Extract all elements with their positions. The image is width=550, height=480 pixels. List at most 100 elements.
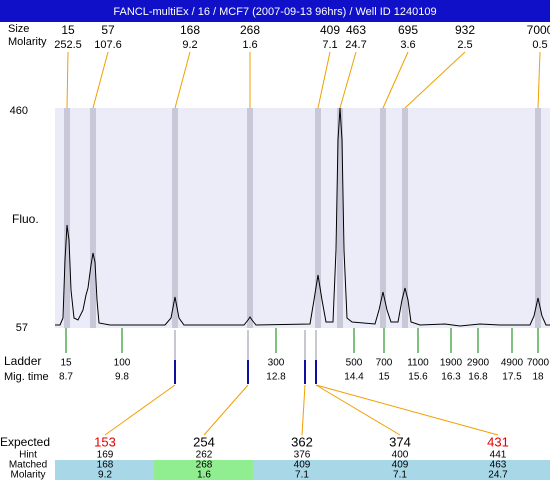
ladder-label: Mig. time xyxy=(4,371,49,383)
peak-band xyxy=(64,108,70,328)
expected-connector xyxy=(203,384,249,436)
expected: 362 xyxy=(291,434,313,449)
title-bar xyxy=(0,0,550,22)
matched-bg xyxy=(352,460,451,480)
ladder-size: 1900 xyxy=(440,358,463,369)
peak-molarity: 24.7 xyxy=(345,39,366,51)
peak-band xyxy=(380,108,386,328)
ladder-size: 500 xyxy=(346,358,363,369)
ladder-time: 16.8 xyxy=(468,372,488,383)
peak-size: 695 xyxy=(398,23,418,37)
peak-band xyxy=(172,108,178,328)
peak-connector xyxy=(382,51,409,109)
ladder-size: 7000 xyxy=(527,358,550,369)
matched: 409 xyxy=(392,460,409,471)
peak-size: 168 xyxy=(180,23,200,37)
ladder-time: 15.6 xyxy=(408,372,428,383)
peak-band xyxy=(315,108,321,328)
expected: 374 xyxy=(389,434,411,449)
y-min-label: 57 xyxy=(16,322,28,334)
molarity: 9.2 xyxy=(98,470,112,480)
peak-connector xyxy=(174,51,191,109)
peak-band xyxy=(337,108,343,328)
matched: 409 xyxy=(294,460,311,471)
matched-bg xyxy=(451,460,550,480)
ladder-label: Ladder xyxy=(4,354,41,368)
ladder-size: 100 xyxy=(114,358,131,369)
peak-size: 268 xyxy=(240,23,260,37)
matched-bg xyxy=(154,460,253,480)
row-label: Matched xyxy=(9,460,47,471)
ladder-size: 1100 xyxy=(407,358,429,369)
matched: 168 xyxy=(97,460,114,471)
y-axis-label: Fluo. xyxy=(12,212,39,226)
peak-size: 932 xyxy=(455,23,475,37)
matched: 463 xyxy=(490,460,507,471)
ladder-time: 9.8 xyxy=(115,372,129,383)
ladder-size: 700 xyxy=(376,358,393,369)
peak-connector xyxy=(537,51,541,109)
peak-molarity: 107.6 xyxy=(94,39,122,51)
peak-size: 57 xyxy=(101,23,115,37)
peak-size: 463 xyxy=(346,23,366,37)
ladder-time: 14.4 xyxy=(344,372,364,383)
hint: 441 xyxy=(490,450,507,461)
expected-connector xyxy=(315,384,499,436)
peak-molarity: 2.5 xyxy=(457,39,472,51)
peak-connector xyxy=(317,51,331,109)
peak-molarity: 3.6 xyxy=(400,39,415,51)
peak-connector xyxy=(339,51,357,109)
peak-connector xyxy=(66,51,69,109)
peak-band xyxy=(90,108,96,328)
molarity: 7.1 xyxy=(393,470,407,480)
molarity: 24.7 xyxy=(488,470,508,480)
ladder-time: 16.3 xyxy=(441,372,461,383)
expected: 431 xyxy=(487,434,509,449)
hint: 376 xyxy=(294,450,311,461)
peak-size: 15 xyxy=(61,23,75,37)
ladder-size: 300 xyxy=(268,358,285,369)
expected-connector xyxy=(315,384,401,436)
matched-bg xyxy=(253,460,352,480)
top-row-label: Molarity xyxy=(8,36,47,48)
matched-bg xyxy=(55,460,154,480)
expected-connector xyxy=(104,384,176,436)
peak-molarity: 0.5 xyxy=(532,39,547,51)
ladder-time: 15 xyxy=(378,372,390,383)
row-label: Hint xyxy=(19,450,37,461)
expected: 254 xyxy=(193,434,215,449)
matched: 268 xyxy=(196,460,213,471)
peak-connector xyxy=(92,51,109,109)
expected-connector xyxy=(301,384,306,436)
top-row-label: Size xyxy=(8,23,29,35)
ladder-size: 4900 xyxy=(501,358,524,369)
expected: 153 xyxy=(94,434,116,449)
peak-band xyxy=(402,108,408,328)
peak-size: 409 xyxy=(320,23,340,37)
peak-molarity: 9.2 xyxy=(182,39,197,51)
ladder-time: 17.5 xyxy=(502,372,522,383)
ladder-size: 15 xyxy=(60,358,72,369)
row-label: Molarity xyxy=(10,470,45,480)
peak-molarity: 252.5 xyxy=(54,39,82,51)
ladder-time: 12.8 xyxy=(266,372,286,383)
peak-size: 7000 xyxy=(527,23,550,37)
ladder-time: 8.7 xyxy=(59,372,73,383)
ladder-size: 2900 xyxy=(467,358,490,369)
peak-band xyxy=(247,108,253,328)
peak-connector xyxy=(404,51,466,109)
ladder-time: 18 xyxy=(532,372,544,383)
title: FANCL-multiEx / 16 / MCF7 (2007-09-13 96… xyxy=(113,6,436,18)
molarity: 7.1 xyxy=(295,470,309,480)
peak-band xyxy=(535,108,541,328)
hint: 400 xyxy=(392,450,409,461)
peak-molarity: 1.6 xyxy=(242,39,257,51)
hint: 262 xyxy=(196,450,213,461)
hint: 169 xyxy=(97,450,114,461)
y-max-label: 460 xyxy=(10,105,28,117)
row-label: Expected xyxy=(0,435,50,449)
plot-area xyxy=(55,108,550,328)
trace xyxy=(55,107,550,327)
peak-molarity: 7.1 xyxy=(322,39,337,51)
